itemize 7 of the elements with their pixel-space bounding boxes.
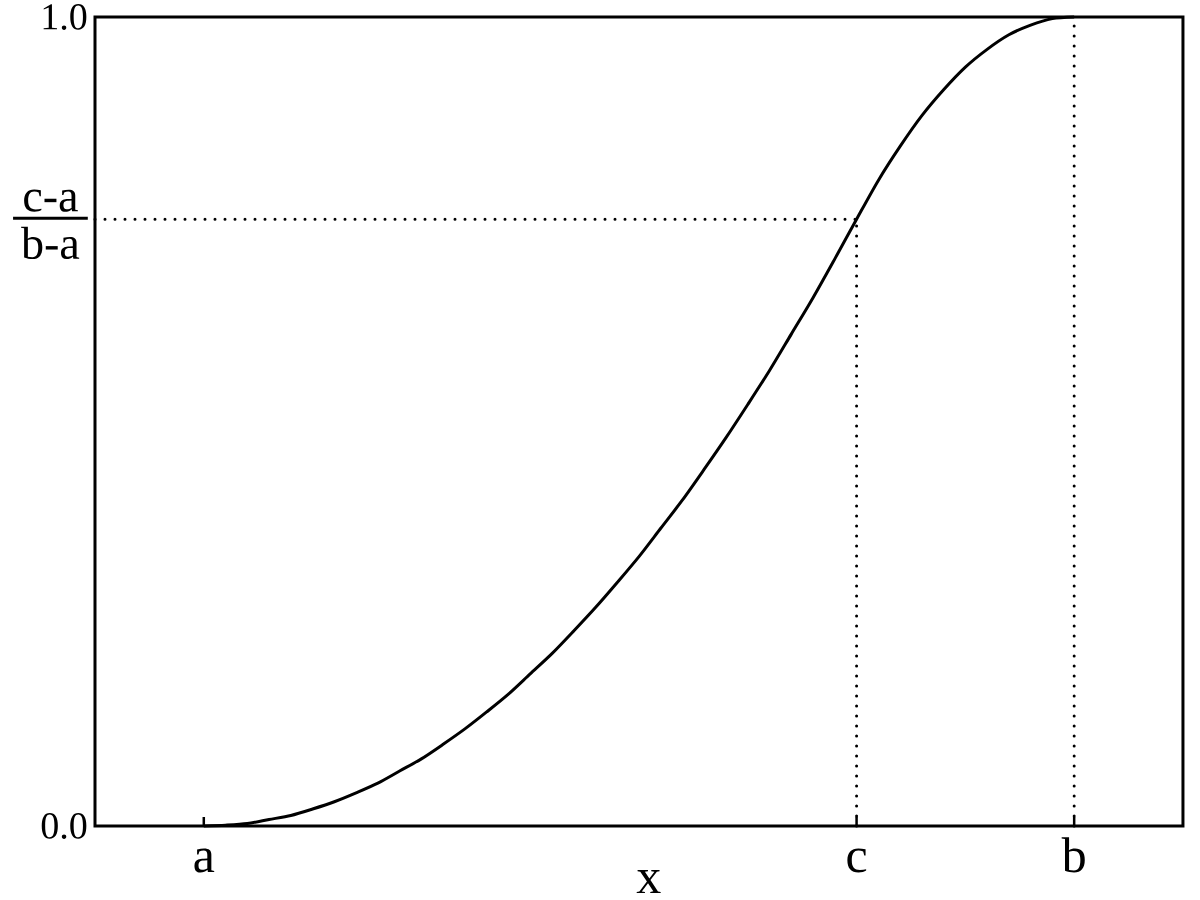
y-tick-label: 0.0 (41, 813, 87, 839)
x-tick-label: c (847, 848, 867, 873)
x-tick-label: a (194, 848, 215, 873)
y-tick-label: 1.0 (43, 4, 87, 30)
y-tick-label: c-a b-a (21, 189, 80, 260)
x-axis-title: x (636, 870, 661, 893)
x-tick-label: b (1061, 837, 1085, 873)
